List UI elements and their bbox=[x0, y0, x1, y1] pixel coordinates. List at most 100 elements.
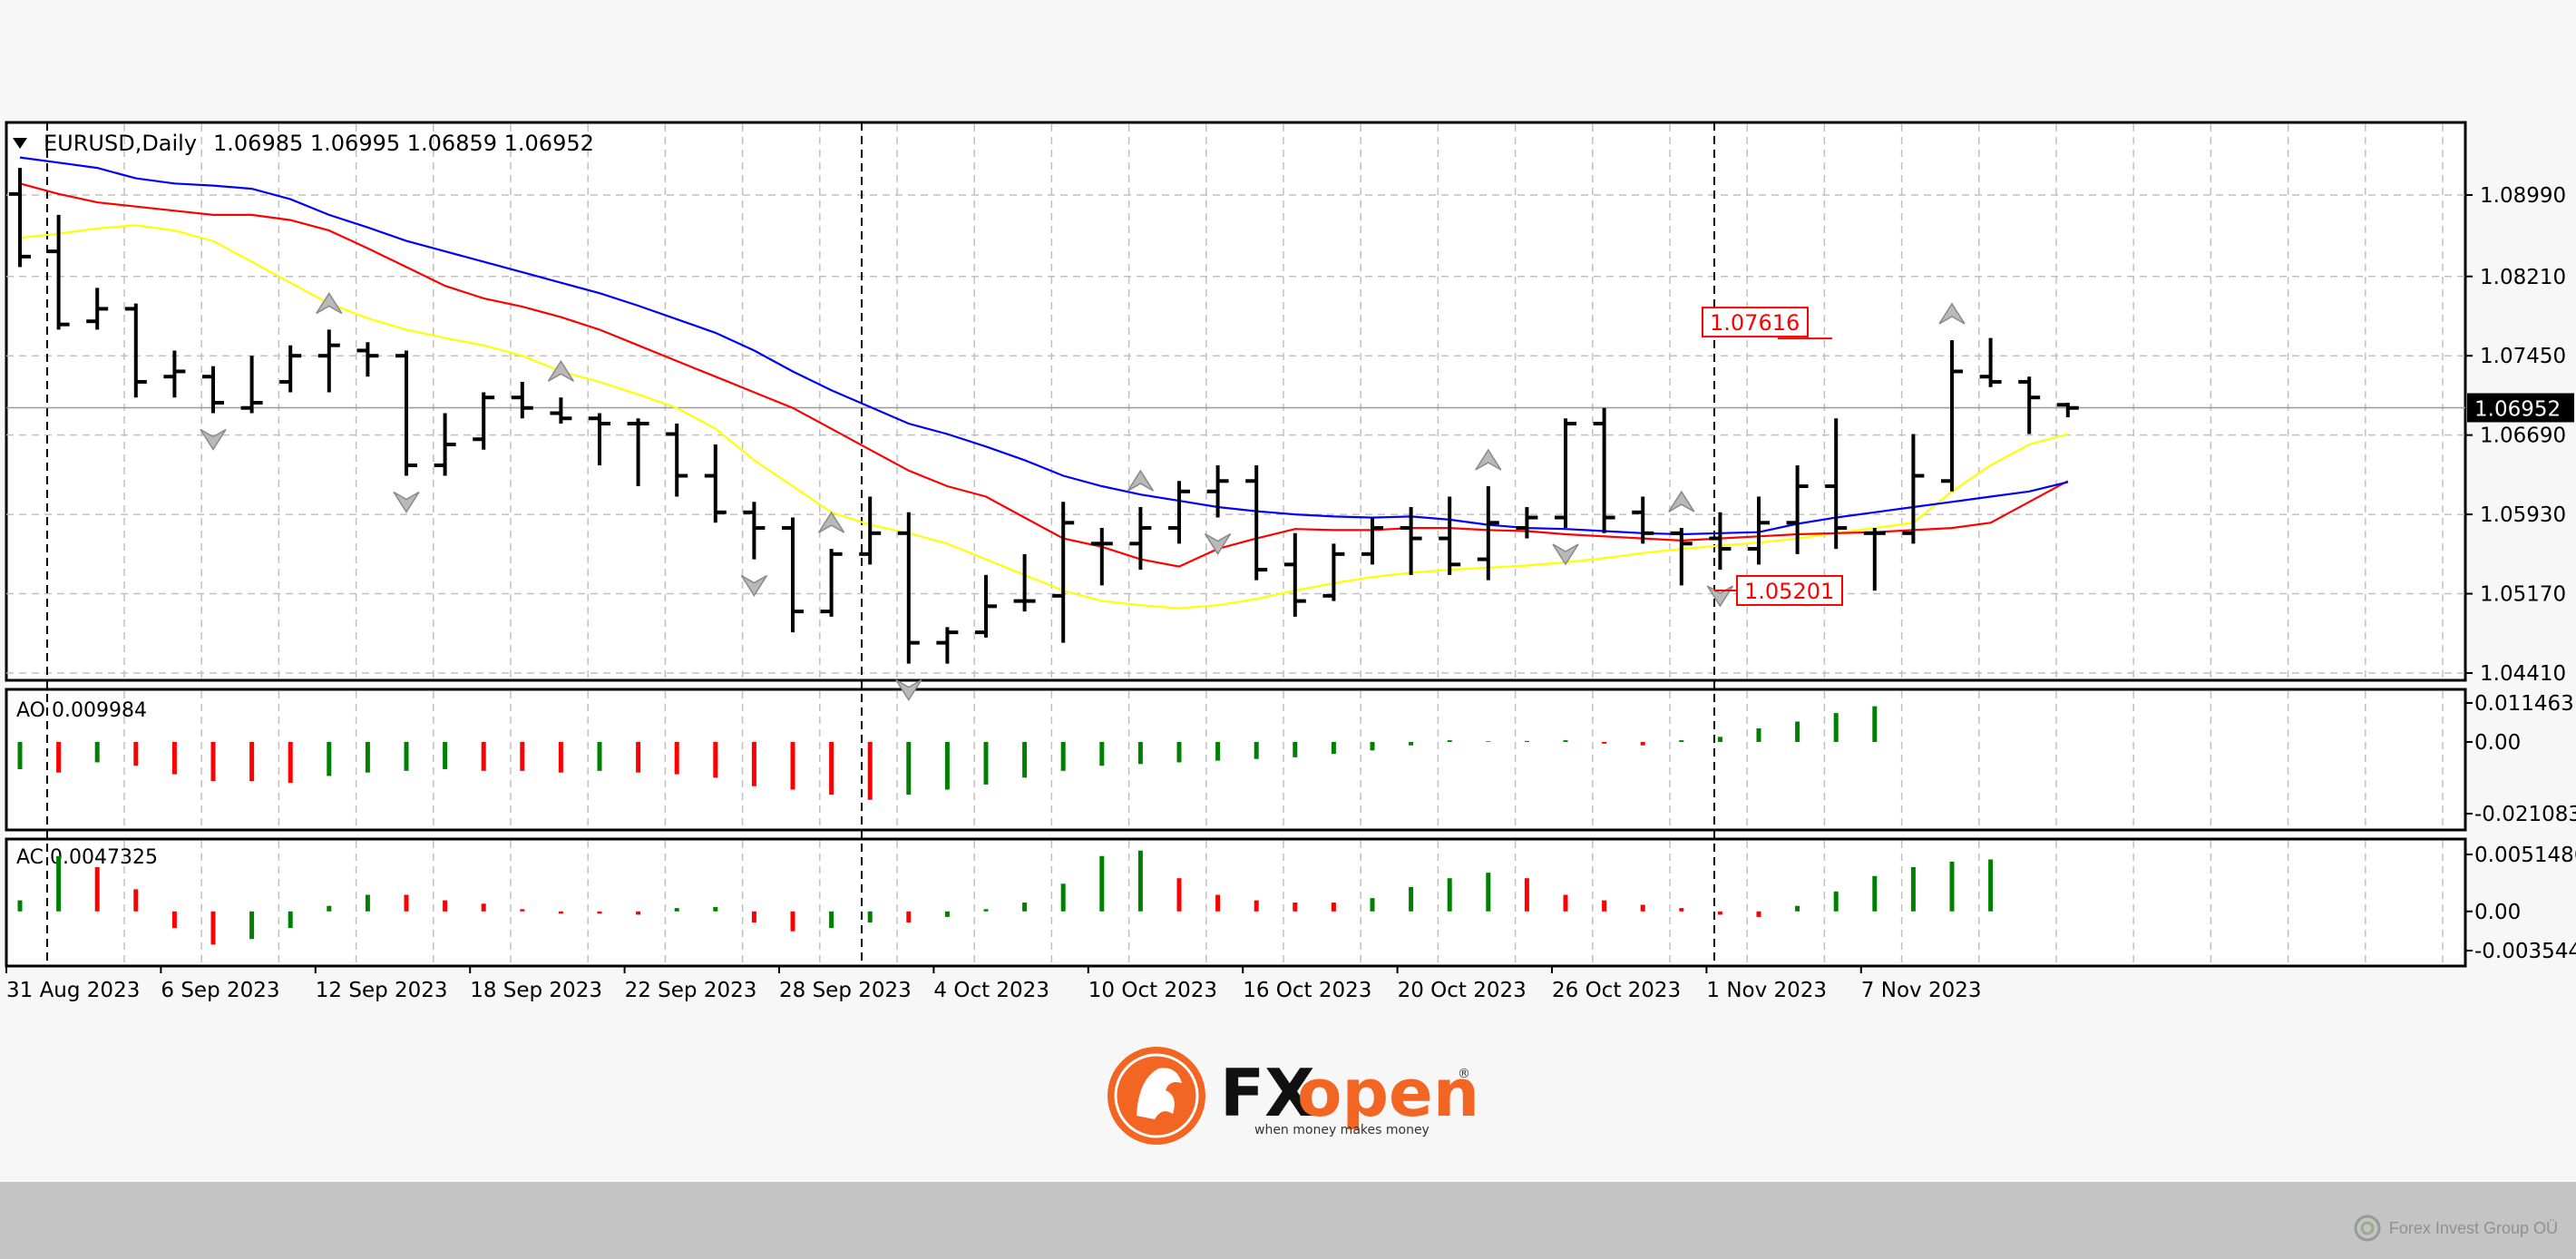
ohlc-bar bbox=[1168, 481, 1190, 544]
price-tick-label: 1.08210 bbox=[2480, 266, 2566, 289]
ohlc-bar bbox=[1283, 532, 1306, 617]
ohlc-bar bbox=[897, 512, 920, 664]
price-tick-label: 1.07450 bbox=[2480, 345, 2566, 368]
ohlc-bar bbox=[2056, 402, 2079, 418]
ohlc-bar bbox=[1477, 486, 1499, 581]
ohlc-bar bbox=[1245, 465, 1268, 581]
ao-pane-border bbox=[5, 688, 2467, 832]
ohlc-bar bbox=[1632, 496, 1654, 544]
date-tick-label: 7 Nov 2023 bbox=[1861, 979, 1982, 1002]
ohlc-bar bbox=[202, 366, 224, 414]
fractal-down-arrow-icon bbox=[895, 678, 922, 702]
ohlc-bar bbox=[859, 496, 882, 565]
ohlc-bar bbox=[704, 444, 727, 523]
ohlc-bar bbox=[1902, 434, 1925, 544]
watermark-text: Forex Invest Group OÜ bbox=[2388, 1218, 2558, 1237]
ac-tick-label: 0.0051486 bbox=[2474, 844, 2576, 867]
footer-band bbox=[0, 1182, 2576, 1259]
ohlc-bar bbox=[1670, 528, 1693, 586]
date-tick-label: 10 Oct 2023 bbox=[1088, 979, 1217, 1002]
fractal-down-arrow-icon bbox=[1552, 543, 1579, 566]
ohlc-bar bbox=[589, 413, 610, 466]
ohlc-bar bbox=[86, 288, 109, 330]
annotation-label: 1.07616 bbox=[1710, 310, 1800, 336]
symbol-label: EURUSD,Daily bbox=[44, 131, 197, 156]
ac-tick-label: -0.0035446 bbox=[2474, 940, 2576, 963]
ohlc-bar bbox=[1361, 517, 1383, 565]
ao-tick-label: 0.011463 bbox=[2474, 692, 2574, 716]
fractal-down-arrow-icon bbox=[1204, 532, 1232, 555]
ohlc-bar bbox=[473, 392, 495, 450]
date-tick-label: 18 Sep 2023 bbox=[470, 979, 602, 1002]
ohlc-bar bbox=[820, 549, 843, 617]
ohlc-bar bbox=[1516, 507, 1538, 539]
fxopen-logo: FX open ® when money makes money bbox=[1102, 1043, 1483, 1147]
ao-tick-label: -0.021083 bbox=[2474, 803, 2576, 826]
ohlc-bar bbox=[1941, 339, 1963, 492]
ohlc-label: 1.06985 1.06995 1.06859 1.06952 bbox=[213, 131, 594, 156]
ohlc-bar bbox=[975, 574, 997, 638]
fractal-down-arrow-icon bbox=[393, 491, 420, 513]
watermark: Forex Invest Group OÜ bbox=[2353, 1212, 2558, 1244]
ohlc-bar bbox=[1052, 502, 1075, 643]
date-tick-label: 31 Aug 2023 bbox=[6, 979, 140, 1002]
registered-mark: ® bbox=[1458, 1067, 1470, 1081]
ohlc-bar bbox=[1825, 418, 1848, 550]
ohlc-bar bbox=[666, 423, 688, 497]
moving-average-line bbox=[19, 224, 2069, 610]
ohlc-bar bbox=[356, 342, 379, 377]
annotation-label: 1.05201 bbox=[1744, 579, 1834, 604]
fractal-down-arrow-icon bbox=[740, 574, 768, 597]
price-tick-label: 1.04410 bbox=[2480, 662, 2566, 686]
ao-title: AO 0.009984 bbox=[16, 699, 147, 722]
ohlc-bar bbox=[1786, 465, 1809, 554]
main-pane-border bbox=[5, 121, 2467, 682]
fractal-up-arrow-icon bbox=[547, 359, 575, 382]
price-tick-label: 1.05930 bbox=[2480, 503, 2566, 527]
ohlc-bar bbox=[1439, 496, 1461, 575]
date-tick-label: 16 Oct 2023 bbox=[1243, 979, 1371, 1002]
fractal-down-arrow-icon bbox=[200, 428, 227, 451]
ohlc-bar bbox=[1748, 496, 1770, 565]
price-tick-label: 1.06690 bbox=[2480, 425, 2566, 448]
moving-average-line bbox=[19, 182, 2069, 568]
ohlc-bar bbox=[124, 303, 147, 398]
fractal-up-arrow-icon bbox=[1475, 448, 1502, 471]
date-tick-label: 4 Oct 2023 bbox=[933, 979, 1049, 1002]
logo-fx-text: FX bbox=[1220, 1055, 1315, 1131]
date-tick-label: 20 Oct 2023 bbox=[1398, 979, 1527, 1002]
annotation-box bbox=[1736, 574, 1843, 606]
ohlc-bar bbox=[395, 350, 417, 476]
ac-pane-border bbox=[5, 837, 2467, 968]
date-tick-label: 26 Oct 2023 bbox=[1552, 979, 1681, 1002]
ohlc-bar bbox=[550, 397, 572, 424]
ohlc-bar bbox=[782, 517, 804, 633]
current-price-badge bbox=[2467, 393, 2574, 423]
ohlc-bar bbox=[743, 502, 766, 560]
ohlc-bar bbox=[2018, 376, 2041, 434]
ohlc-bar bbox=[317, 329, 340, 393]
ohlc-bar bbox=[1709, 512, 1732, 571]
ohlc-bar bbox=[47, 214, 70, 330]
moving-average-line bbox=[19, 156, 2069, 536]
logo-open-text: open bbox=[1297, 1055, 1479, 1131]
ohlc-bar bbox=[9, 168, 31, 268]
ohlc-bar bbox=[936, 627, 959, 664]
ohlc-bar bbox=[279, 345, 302, 393]
ohlc-bar bbox=[434, 413, 456, 476]
date-tick-label: 28 Sep 2023 bbox=[779, 979, 912, 1002]
logo-tagline: when money makes money bbox=[1254, 1123, 1429, 1137]
ohlc-bar bbox=[240, 356, 263, 414]
ohlc-bar bbox=[1863, 528, 1886, 591]
ohlc-bar bbox=[1206, 465, 1229, 518]
ohlc-bar bbox=[1322, 543, 1345, 601]
date-tick-label: 22 Sep 2023 bbox=[625, 979, 757, 1002]
watermark-logo-icon bbox=[2354, 1215, 2381, 1242]
fractal-up-arrow-icon bbox=[817, 511, 845, 533]
ac-tick-label: 0.00 bbox=[2474, 901, 2521, 924]
ac-title: AC 0.0047325 bbox=[16, 846, 158, 869]
ohlc-bar bbox=[1979, 337, 2002, 387]
ohlc-bar bbox=[1090, 528, 1113, 586]
ao-tick-label: 0.00 bbox=[2474, 731, 2521, 755]
